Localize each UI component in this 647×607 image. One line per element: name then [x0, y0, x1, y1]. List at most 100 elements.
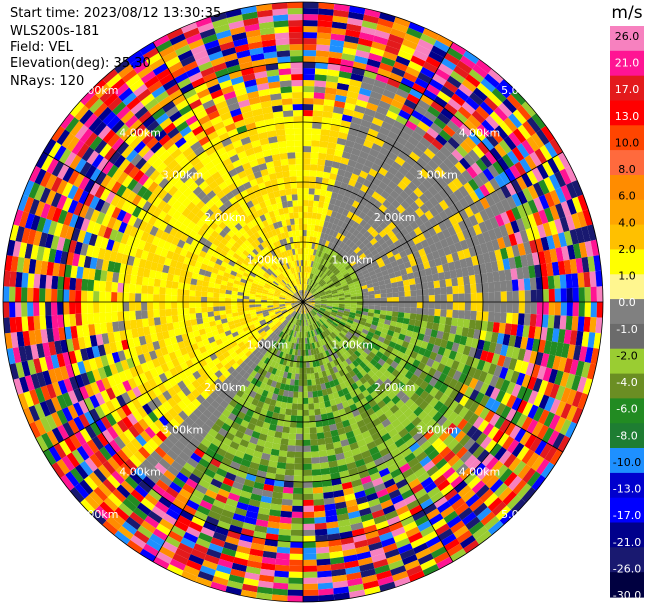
ppi-gate	[432, 273, 440, 282]
ppi-gate	[251, 456, 262, 465]
ppi-gate	[167, 407, 179, 419]
ppi-gate	[447, 367, 457, 379]
ppi-gate	[133, 375, 143, 387]
ppi-gate	[237, 425, 247, 434]
ppi-gate	[435, 134, 448, 146]
ppi-gate	[232, 435, 242, 445]
ppi-gate	[261, 303, 268, 307]
ppi-gate	[337, 255, 344, 262]
ppi-gate	[197, 274, 205, 281]
ppi-gate	[445, 169, 457, 182]
ppi-gate	[424, 393, 435, 404]
ppi-gate	[207, 428, 218, 438]
ppi-gate	[257, 315, 264, 320]
ppi-gate	[311, 289, 317, 294]
ppi-gate	[461, 489, 476, 503]
ppi-gate	[345, 264, 352, 271]
ppi-gate	[316, 328, 321, 335]
ppi-gate	[326, 298, 333, 301]
ppi-gate	[217, 558, 234, 569]
ppi-gate	[105, 400, 116, 413]
ppi-gate	[280, 318, 286, 324]
ppi-gate	[102, 478, 117, 493]
ppi-gate	[337, 273, 344, 280]
ppi-gate	[422, 261, 431, 270]
ppi-gate	[131, 355, 141, 367]
ppi-gate	[240, 354, 248, 362]
ppi-gate	[388, 33, 405, 45]
ppi-gate	[423, 163, 435, 175]
ppi-gate	[122, 498, 137, 512]
ppi-gate	[249, 293, 256, 297]
ppi-gate	[370, 390, 379, 400]
ppi-gate	[280, 293, 287, 297]
ppi-gate	[291, 517, 303, 524]
ppi-gate	[110, 511, 126, 526]
ppi-gate	[254, 475, 266, 484]
ppi-gate	[306, 373, 312, 380]
ppi-gate	[423, 374, 433, 384]
ppi-gate	[324, 276, 330, 282]
ppi-gate	[271, 594, 288, 602]
ppi-gate	[434, 390, 444, 401]
ppi-gate	[237, 308, 244, 313]
ppi-gate	[28, 182, 40, 199]
ppi-gate	[320, 297, 327, 300]
ppi-gate	[448, 192, 459, 204]
ppi-gate	[375, 172, 385, 182]
ppi-gate	[449, 325, 458, 335]
ppi-gate	[527, 390, 539, 405]
ppi-gate	[415, 547, 431, 560]
ppi-gate	[376, 23, 392, 34]
ppi-gate	[249, 548, 264, 557]
ppi-gate	[431, 154, 443, 167]
ppi-gate	[426, 127, 439, 139]
ppi-gate	[484, 194, 496, 207]
ppi-gate	[404, 559, 421, 571]
ppi-gate	[367, 287, 375, 292]
ppi-gate	[494, 249, 503, 261]
ppi-gate	[466, 166, 478, 179]
ppi-gate	[184, 319, 192, 327]
ppi-gate	[571, 316, 579, 331]
ppi-gate	[149, 225, 159, 237]
ppi-gate	[90, 381, 101, 395]
ppi-gate	[303, 224, 308, 231]
ppi-gate	[278, 413, 286, 421]
ppi-gate	[185, 325, 193, 334]
ppi-gate	[495, 83, 511, 99]
ppi-gate	[34, 184, 46, 201]
ppi-gate	[267, 321, 274, 327]
ppi-gate	[468, 214, 479, 227]
ppi-gate	[215, 493, 228, 504]
ppi-gate	[214, 315, 221, 321]
ppi-gate	[281, 377, 287, 385]
ppi-gate	[322, 252, 328, 260]
ppi-gate	[378, 229, 387, 238]
ppi-gate	[39, 400, 51, 417]
ppi-gate	[340, 319, 347, 324]
ppi-gate	[332, 277, 339, 283]
ppi-gate	[95, 379, 106, 393]
ppi-gate	[391, 287, 399, 293]
ppi-gate	[309, 164, 318, 171]
ppi-gate	[267, 305, 274, 308]
ppi-gate	[443, 246, 452, 256]
ppi-gate	[315, 328, 320, 335]
ppi-gate	[309, 367, 315, 374]
ppi-gate	[314, 80, 327, 88]
ppi-gate	[158, 496, 173, 509]
ppi-gate	[384, 136, 396, 147]
ppi-gate	[190, 318, 198, 326]
ppi-gate	[231, 421, 241, 431]
ppi-gate	[256, 326, 263, 332]
ppi-gate	[208, 442, 219, 453]
ppi-gate	[34, 387, 46, 404]
ppi-gate	[237, 302, 244, 306]
ppi-gate	[434, 203, 444, 214]
ppi-gate	[410, 383, 420, 393]
ppi-gate	[208, 542, 224, 554]
ppi-gate	[374, 564, 391, 575]
ppi-gate	[488, 341, 497, 354]
ppi-gate	[329, 273, 336, 280]
